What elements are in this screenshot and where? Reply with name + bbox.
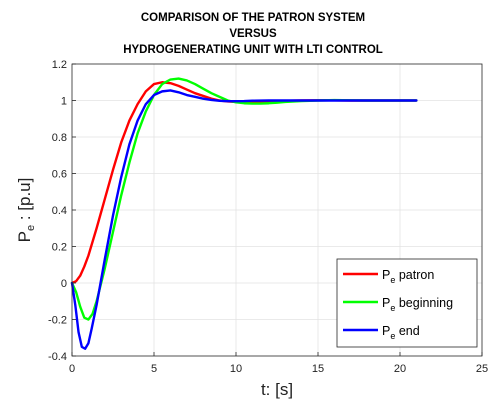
y-tick-label: 0.6	[52, 169, 67, 181]
y-tick-label: 1.2	[52, 59, 67, 71]
y-tick-label: 0.2	[52, 242, 67, 254]
y-tick-label: -0.2	[48, 315, 67, 327]
x-tick-label: 20	[394, 363, 406, 375]
y-tick-label: -0.4	[48, 351, 67, 363]
series-line-end	[70, 89, 418, 350]
y-tick-label: 0	[61, 278, 67, 290]
legend: Pe patron Pe beginning Pe end	[336, 258, 478, 348]
x-tick-label: 5	[151, 363, 157, 375]
tick-labels: 0 5 10 15 20 25 -0.4 -0.2 0 0.2 0.4 0.6 0.8 1 1.2	[48, 59, 488, 375]
y-tick-label: 0.8	[52, 132, 67, 144]
legend-item-beginning: Pe beginning	[343, 296, 453, 313]
chart-title: COMPARISON OF THE PATRON SYSTEM VERSUS H…	[123, 12, 383, 56]
chart-title-line-3: HYDROGENERATING UNIT WITH LTI CONTROL	[123, 44, 383, 56]
y-tick-label: 0.4	[52, 205, 67, 217]
x-tick-label: 15	[312, 363, 324, 375]
y-axis-label: Pe : [p.u]	[15, 178, 37, 243]
legend-label-end: Pe end	[382, 324, 420, 341]
x-tick-label: 0	[69, 363, 75, 375]
x-tick-label: 10	[230, 363, 242, 375]
y-tick-label: 1	[61, 96, 67, 108]
x-tick-label: 25	[476, 363, 488, 375]
series-layer	[70, 77, 418, 350]
legend-item-end: Pe end	[343, 324, 420, 341]
chart-title-line-1: COMPARISON OF THE PATRON SYSTEM	[141, 12, 365, 24]
legend-label-beginning: Pe beginning	[382, 296, 453, 313]
x-axis-label: t: [s]	[261, 380, 293, 399]
legend-item-patron: Pe patron	[343, 268, 434, 285]
chart-title-line-2: VERSUS	[229, 28, 277, 40]
legend-label-patron: Pe patron	[382, 268, 434, 285]
